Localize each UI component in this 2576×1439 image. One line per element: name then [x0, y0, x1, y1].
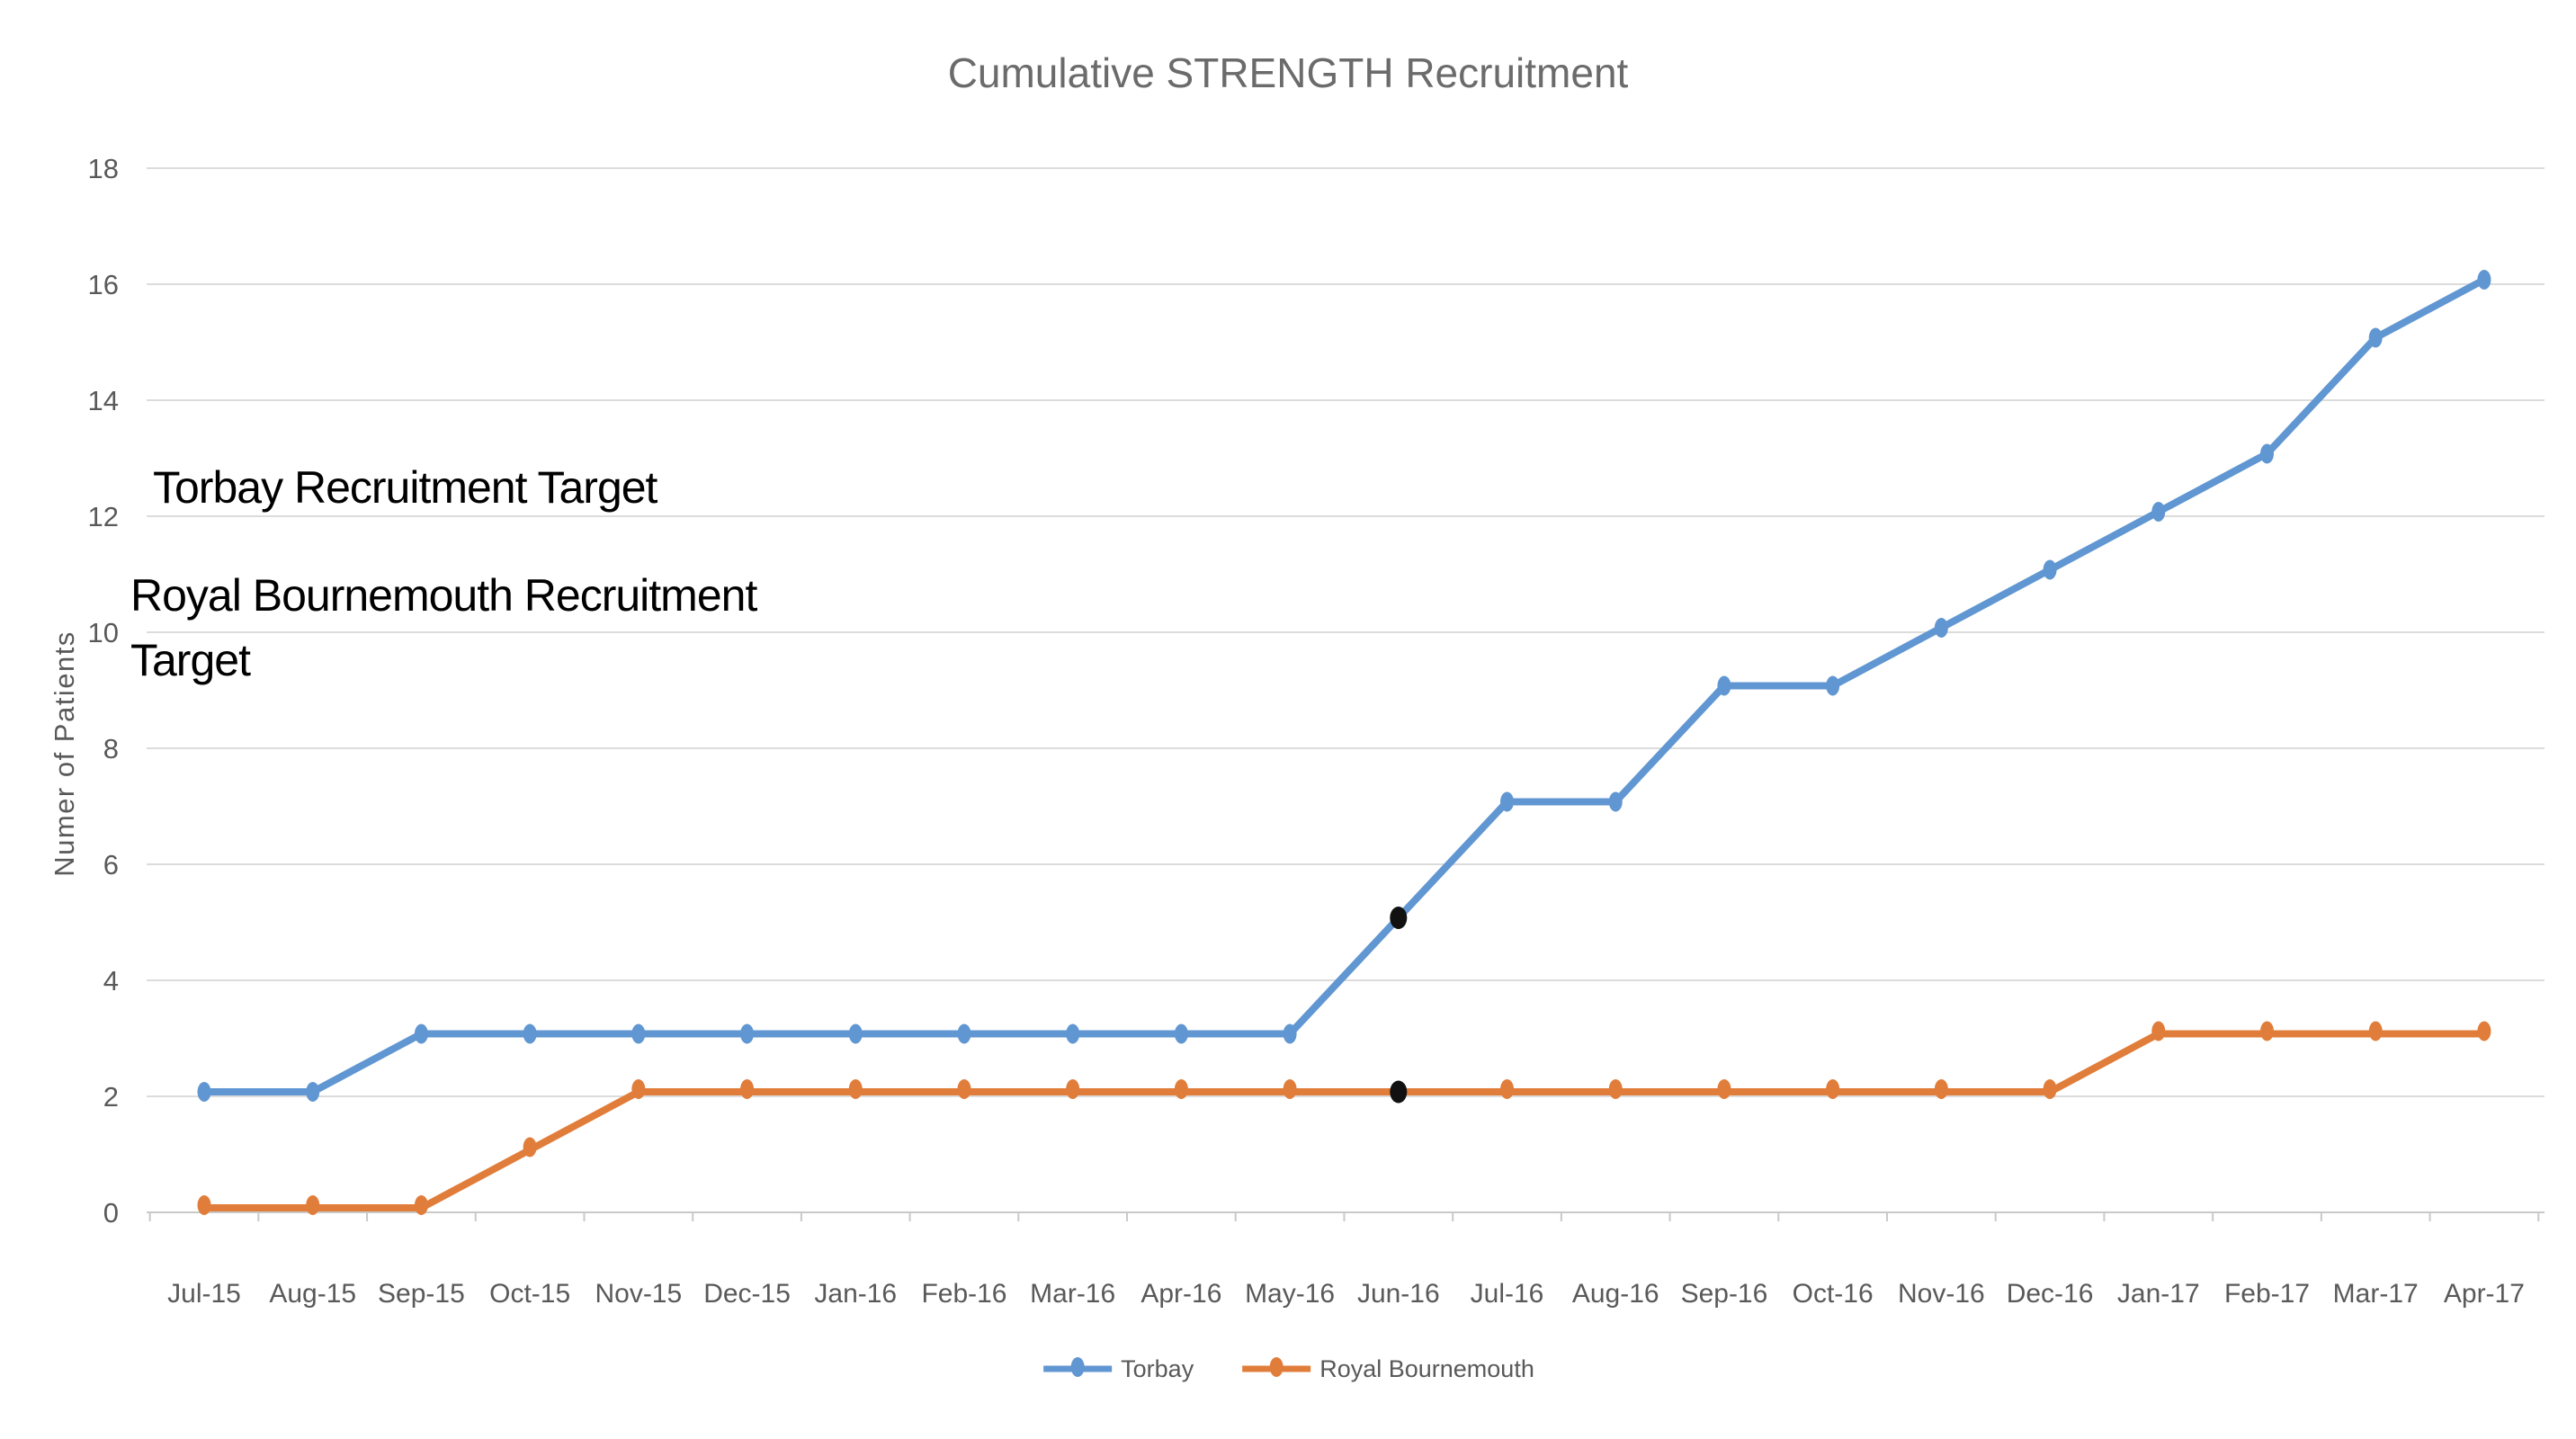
royal-target-label: Royal Bournemouth Recruitment Target	[130, 563, 757, 693]
svg-text:Sep-16: Sep-16	[1681, 1279, 1768, 1309]
svg-text:Dec-16: Dec-16	[2007, 1279, 2094, 1309]
svg-text:Aug-15: Aug-15	[269, 1279, 356, 1309]
chart-title: Cumulative STRENGTH Recruitment	[947, 49, 1629, 96]
svg-text:Oct-15: Oct-15	[489, 1279, 570, 1309]
svg-text:18: 18	[88, 153, 119, 184]
svg-text:10: 10	[88, 617, 119, 648]
svg-text:16: 16	[88, 269, 119, 300]
legend-item-torbay: Torbay	[1042, 1354, 1194, 1383]
svg-text:Dec-15: Dec-15	[703, 1279, 791, 1309]
svg-text:Aug-16: Aug-16	[1572, 1279, 1659, 1309]
svg-text:Nov-15: Nov-15	[595, 1279, 682, 1309]
legend-line-marker-icon	[1043, 1357, 1113, 1377]
royal-target-label-line1: Royal Bournemouth Recruitment	[130, 570, 757, 621]
svg-text:14: 14	[88, 385, 119, 416]
svg-text:Jul-16: Jul-16	[1471, 1279, 1544, 1309]
highlight-dot	[1390, 1080, 1408, 1104]
svg-text:Jan-16: Jan-16	[814, 1279, 897, 1309]
svg-text:Mar-17: Mar-17	[2333, 1279, 2419, 1309]
svg-text:Jan-17: Jan-17	[2117, 1279, 2200, 1309]
svg-text:12: 12	[88, 501, 119, 532]
svg-text:Apr-16: Apr-16	[1140, 1279, 1221, 1309]
svg-text:6: 6	[103, 849, 119, 880]
svg-text:Apr-17: Apr-17	[2444, 1279, 2525, 1309]
svg-text:May-16: May-16	[1245, 1279, 1335, 1309]
svg-text:Mar-16: Mar-16	[1030, 1279, 1115, 1309]
highlight-dot	[1390, 907, 1408, 929]
y-axis-title-text: Numer of Patients	[49, 630, 80, 877]
svg-text:0: 0	[103, 1197, 119, 1229]
legend-item-royal-bournemouth: Royal Bournemouth	[1240, 1354, 1534, 1383]
chart-legend: Torbay Royal Bournemouth	[1042, 1354, 1534, 1383]
svg-text:8: 8	[103, 733, 119, 764]
svg-text:Jul-15: Jul-15	[167, 1279, 241, 1309]
svg-text:4: 4	[103, 965, 119, 997]
royal-target-label-line2: Target	[130, 635, 251, 685]
svg-text:Nov-16: Nov-16	[1898, 1279, 1985, 1309]
svg-text:Oct-16: Oct-16	[1793, 1279, 1874, 1309]
legend-label: Torbay	[1121, 1354, 1194, 1382]
legend-line-marker-icon	[1242, 1357, 1311, 1377]
svg-text:Feb-16: Feb-16	[921, 1279, 1006, 1309]
torbay-target-label: Torbay Recruitment Target	[153, 462, 657, 513]
svg-text:2: 2	[103, 1081, 119, 1113]
svg-text:Feb-17: Feb-17	[2224, 1279, 2310, 1309]
svg-text:Sep-15: Sep-15	[378, 1279, 465, 1309]
legend-label: Royal Bournemouth	[1319, 1354, 1534, 1382]
svg-text:Jun-16: Jun-16	[1357, 1279, 1440, 1309]
